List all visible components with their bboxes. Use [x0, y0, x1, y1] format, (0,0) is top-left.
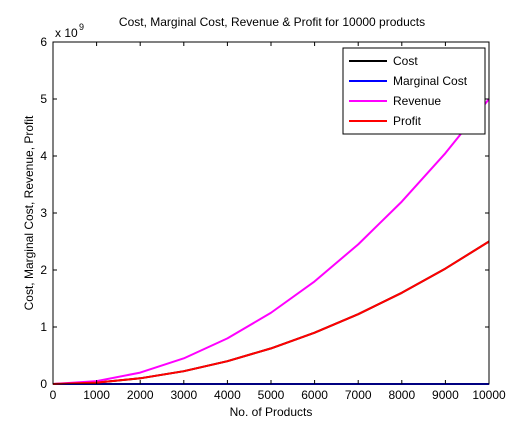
y-axis-exponent: x 10 9 [55, 22, 84, 40]
y-tick-label: 3 [40, 206, 47, 220]
x-tick-label: 10000 [472, 388, 506, 402]
y-tick-label: 4 [40, 149, 47, 163]
y-axis-exponent-base: x 10 [55, 26, 78, 40]
x-tick-label: 8000 [388, 388, 415, 402]
y-tick-label: 0 [40, 377, 47, 391]
x-tick-label: 1000 [83, 388, 110, 402]
legend-label-cost: Cost [393, 54, 418, 68]
legend-label-revenue: Revenue [393, 94, 441, 108]
y-tick-label: 2 [40, 263, 47, 277]
x-tick-label: 6000 [301, 388, 328, 402]
legend-label-marginal-cost: Marginal Cost [393, 74, 468, 88]
x-tick-label: 4000 [214, 388, 241, 402]
legend: Cost Marginal Cost Revenue Profit [342, 47, 486, 135]
tick-layer: 0 1000 2000 3000 4000 5000 6000 7000 8000 9000 100… [40, 35, 506, 402]
x-tick-label: 9000 [432, 388, 459, 402]
x-tick-label: 2000 [127, 388, 154, 402]
x-tick-label: 0 [50, 388, 57, 402]
series-line-revenue [52, 98, 490, 385]
y-axis-exponent-power: 9 [79, 22, 84, 32]
y-tick-label: 5 [40, 92, 47, 106]
x-tick-label: 5000 [258, 388, 285, 402]
series-line-profit [52, 240, 490, 385]
legend-label-profit: Profit [393, 114, 422, 128]
x-tick-label: 7000 [345, 388, 372, 402]
x-tick-label: 3000 [170, 388, 197, 402]
y-axis-label: Cost, Marginal Cost, Revenue, Profit [22, 115, 36, 310]
y-tick-label: 6 [40, 35, 47, 49]
x-axis-label: No. of Products [230, 405, 313, 419]
legend-box [342, 47, 486, 135]
y-tick-label: 1 [40, 320, 47, 334]
chart-title: Cost, Marginal Cost, Revenue & Profit fo… [119, 15, 425, 29]
